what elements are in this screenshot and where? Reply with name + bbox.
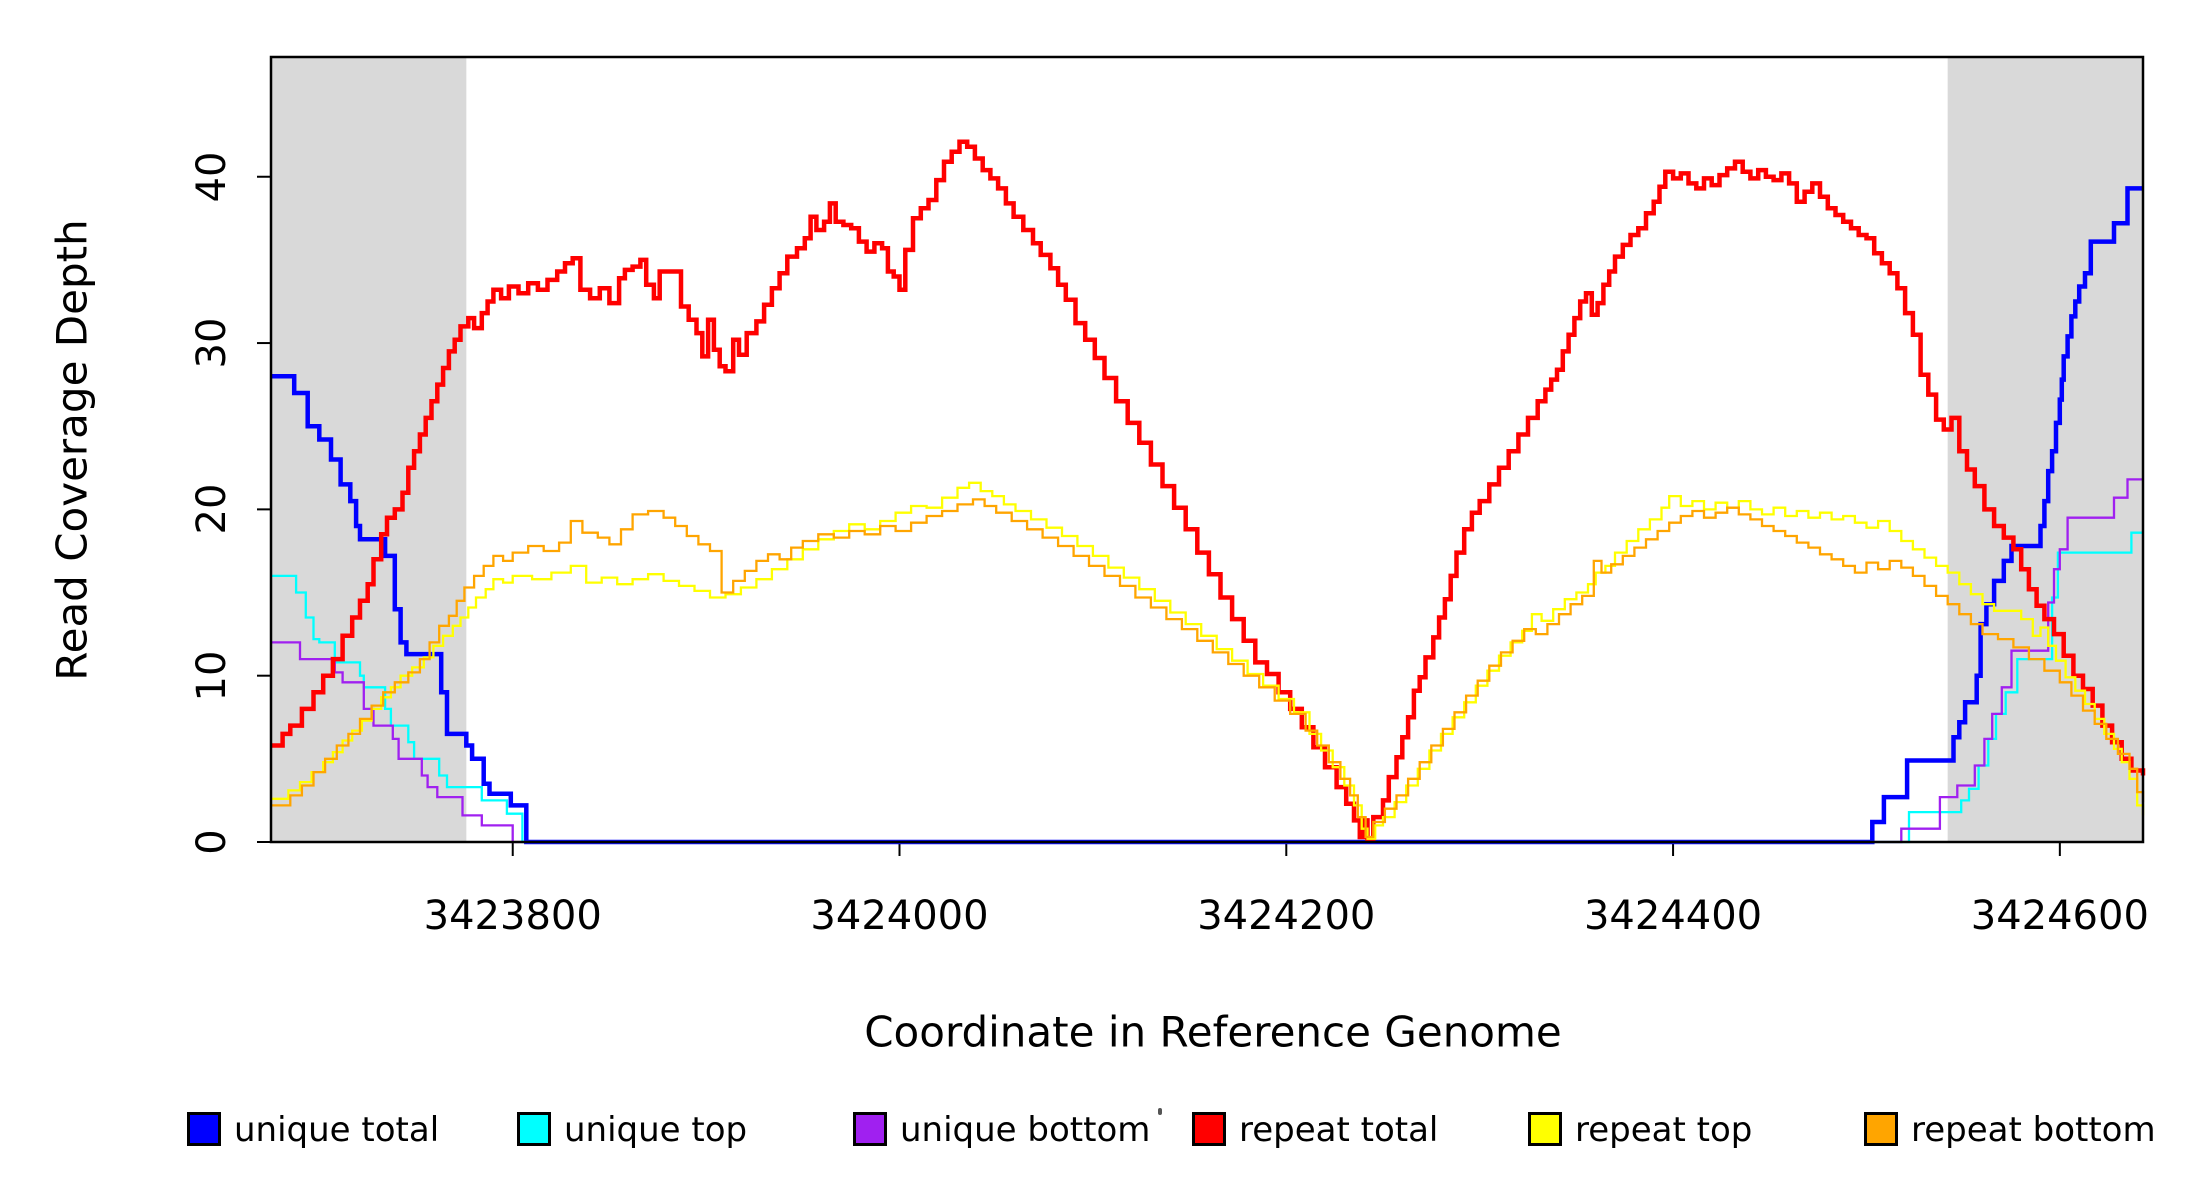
legend-swatch-repeat-top — [1528, 1112, 1562, 1146]
x-tick-label: 3424200 — [1197, 893, 1376, 939]
y-tick-label: 10 — [189, 650, 235, 702]
series-repeat-total-line — [271, 139, 2146, 841]
artifact-dot — [1158, 1108, 1162, 1115]
series-unique-top-line — [271, 531, 2143, 844]
legend-label: repeat total — [1239, 1110, 1439, 1150]
y-axis-title: Read Coverage Depth — [47, 219, 97, 681]
x-tick-label: 3424000 — [810, 893, 989, 939]
x-tick-label: 3424600 — [1970, 893, 2149, 939]
shaded-region — [1947, 57, 2143, 842]
series-unique-bottom-line — [271, 478, 2143, 844]
legend-label: unique bottom — [900, 1110, 1151, 1150]
y-tick-label: 30 — [189, 317, 235, 369]
legend-swatch-unique-top — [517, 1112, 551, 1146]
legend-swatch-unique-bottom — [853, 1112, 887, 1146]
legend-label: repeat top — [1575, 1110, 1753, 1150]
x-tick-label: 3423800 — [423, 893, 602, 939]
series-repeat-top-line — [271, 481, 2145, 840]
legend-label: unique top — [564, 1110, 748, 1150]
y-tick-label: 40 — [189, 151, 235, 203]
legend-swatch-unique-total — [187, 1112, 221, 1146]
series-unique-total-line — [271, 186, 2143, 845]
x-tick-label: 3424400 — [1583, 893, 1763, 939]
y-tick-label: 0 — [189, 829, 235, 855]
series-repeat-bottom-line — [271, 498, 2145, 839]
legend-label: repeat bottom — [1911, 1110, 2156, 1150]
legend-swatch-repeat-bottom — [1864, 1112, 1898, 1146]
legend-label: unique total — [234, 1110, 440, 1150]
legend-swatch-repeat-total — [1192, 1112, 1226, 1146]
x-axis-title: Coordinate in Reference Genome — [864, 1007, 1562, 1057]
plot-box — [269, 55, 2145, 844]
y-tick-label: 20 — [189, 483, 235, 535]
